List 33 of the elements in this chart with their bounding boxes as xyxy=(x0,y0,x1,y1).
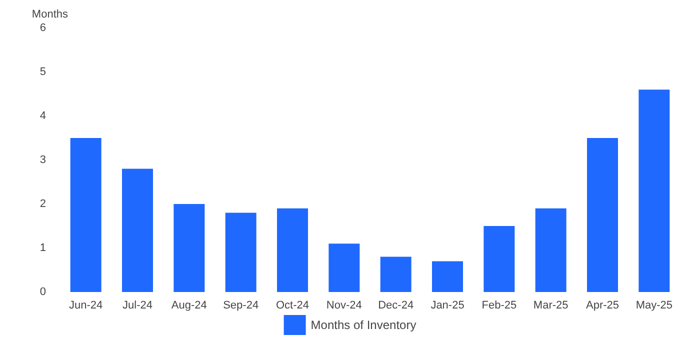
y-tick-label: 3 xyxy=(40,154,46,166)
bar xyxy=(380,256,412,292)
x-tick-label: Oct-24 xyxy=(276,300,310,312)
x-tick-label: Dec-24 xyxy=(378,300,414,312)
x-tick-label: Nov-24 xyxy=(326,300,362,312)
bar xyxy=(122,168,153,292)
y-tick-label: 2 xyxy=(40,198,46,210)
bar xyxy=(587,138,618,292)
bar xyxy=(225,212,256,292)
y-tick-label: 0 xyxy=(40,286,46,298)
x-tick-label: Jun-24 xyxy=(69,300,103,312)
y-tick-label: 1 xyxy=(40,242,46,254)
x-tick-label: Jan-25 xyxy=(430,300,464,312)
x-tick-label: Aug-24 xyxy=(171,300,207,312)
x-tick-label: Apr-25 xyxy=(586,300,620,312)
bar xyxy=(432,261,463,292)
y-tick-label: 4 xyxy=(40,110,46,122)
x-tick-label: Mar-25 xyxy=(533,300,568,312)
x-tick-label: Feb-25 xyxy=(482,300,517,312)
x-tick-label: Jul-24 xyxy=(122,300,152,312)
y-tick-label: 6 xyxy=(40,22,46,34)
bar xyxy=(484,226,515,292)
bar xyxy=(638,90,670,292)
x-tick-label: Sep-24 xyxy=(223,300,259,312)
bar xyxy=(70,138,102,292)
x-tick-label: May-25 xyxy=(636,300,673,312)
y-axis-title: Months xyxy=(32,8,68,20)
bar xyxy=(174,204,205,292)
bar xyxy=(277,208,308,292)
legend-label: Months of Inventory xyxy=(310,318,416,332)
y-tick-label: 5 xyxy=(40,66,46,78)
bar xyxy=(535,208,566,292)
bar xyxy=(328,244,360,292)
